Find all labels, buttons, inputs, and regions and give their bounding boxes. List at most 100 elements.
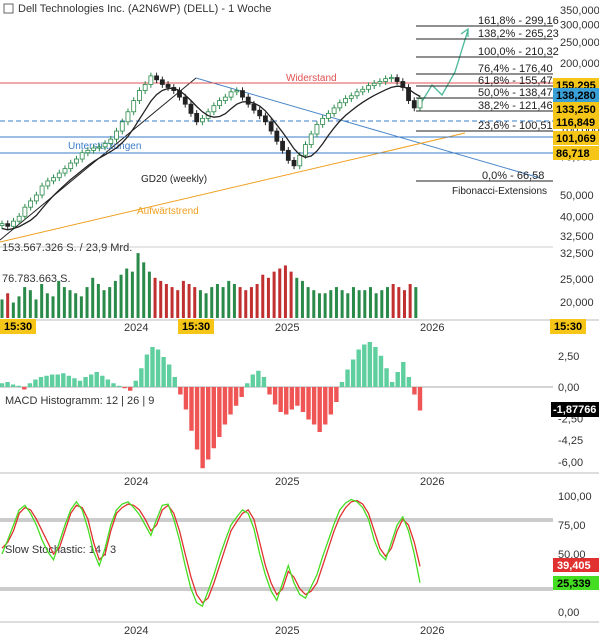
macd-bar: [278, 387, 283, 412]
volume-bar: [391, 284, 395, 318]
macd-bar: [144, 354, 150, 387]
volume-bar: [374, 293, 378, 318]
candle-body: [33, 194, 39, 202]
macd-bar: [289, 387, 295, 410]
volume-bar: [142, 262, 146, 318]
volume-bar: [334, 287, 338, 318]
volume-bar: [357, 290, 361, 318]
macd-bar: [10, 384, 16, 387]
candle-body: [308, 133, 314, 145]
stoch-tick-label: 0,00: [558, 607, 579, 619]
candle-body: [16, 215, 22, 222]
price-tick-label: 50,000: [560, 190, 594, 202]
price-badge-label: 138,280: [556, 90, 596, 102]
candle-body: [366, 85, 371, 90]
volume-bar: [159, 280, 163, 318]
macd-bar: [250, 374, 255, 387]
volume-bar: [261, 274, 265, 318]
candle-body: [102, 143, 108, 148]
macd-bar: [22, 387, 27, 390]
price-badge: [553, 146, 599, 160]
candle-body: [188, 103, 194, 114]
year-label-2025-mid: 2025: [275, 476, 299, 488]
fib-level-label: 76,4% - 176,40: [478, 63, 553, 75]
volume-bar: [397, 287, 401, 318]
candle-body: [343, 98, 348, 104]
candle-body: [28, 200, 34, 208]
macd-bar: [122, 387, 127, 389]
stoch-tick-label: 100,00: [558, 491, 592, 503]
candle-body: [257, 109, 263, 117]
volume-bar: [272, 271, 276, 318]
volume-bar: [40, 284, 44, 318]
macd-bar: [38, 377, 44, 387]
stoch-series-line: [1, 498, 421, 608]
macd-bar: [33, 379, 38, 387]
candle-body: [211, 105, 217, 113]
candle-body: [159, 79, 165, 85]
volume-bar: [346, 293, 350, 318]
volume-bar: [221, 287, 225, 318]
volume-bar: [363, 290, 367, 318]
ma-line: [1, 85, 421, 231]
candle-body: [96, 146, 102, 149]
volume-bar: [136, 253, 140, 318]
candle-body: [142, 84, 148, 91]
volume-bar: [28, 290, 32, 318]
fib-level-label: 61,8% - 155,47: [478, 75, 553, 87]
candle-body: [108, 138, 114, 144]
volume-bar: [0, 299, 4, 318]
macd-bar: [406, 377, 412, 387]
candle-body: [383, 78, 389, 82]
stoch-badge: [553, 558, 599, 572]
volume-bar: [147, 271, 151, 318]
price-badge: [553, 131, 599, 145]
price-badge: [553, 102, 599, 116]
volume-bar: [198, 290, 202, 318]
volume-bar: [329, 290, 333, 318]
downtrend-blue-line: [195, 77, 541, 179]
macd-bar: [49, 374, 55, 387]
macd-bar: [61, 373, 66, 387]
macd-tick-label: -4,25: [558, 435, 583, 447]
price-badge-label: 101,069: [556, 133, 596, 145]
macd-bar: [116, 385, 122, 387]
candle-body: [165, 84, 171, 88]
fib-level-label: 38,2% - 121,46: [478, 100, 553, 112]
collapse-icon[interactable]: [3, 3, 14, 14]
candle-body: [0, 223, 5, 226]
macd-bar: [384, 368, 389, 387]
candle-body: [268, 121, 274, 132]
macd-tick-label: 0,00: [558, 382, 579, 394]
candle-body: [377, 81, 383, 84]
shares-label: 153.567.326 S. / 23,9 Mrd.: [2, 242, 132, 254]
candle-body: [291, 159, 297, 167]
year-label-2025-bottom: 2025: [275, 625, 299, 637]
volume-bar: [91, 277, 95, 318]
trend-label: Aufwärtstrend: [137, 206, 199, 217]
volume-bar: [6, 293, 10, 318]
candle-body: [22, 206, 28, 217]
volume-bar: [402, 290, 406, 318]
macd-bar: [284, 387, 289, 415]
candle-body: [240, 90, 245, 98]
volume-bar: [102, 290, 106, 318]
macd-bar: [94, 372, 99, 387]
volume-bar: [17, 296, 21, 318]
year-label-2024-mid: 2024: [124, 476, 148, 488]
fib-level-label: 100,0% - 210,32: [478, 46, 559, 58]
macd-bar: [323, 387, 328, 425]
macd-bar: [111, 383, 116, 387]
volume-bar: [204, 293, 208, 318]
macd-bar: [401, 362, 406, 387]
candle-body: [56, 172, 62, 179]
year-label-2024-bottom: 2024: [124, 625, 148, 637]
volume-bar: [23, 287, 27, 318]
price-tick-label: 300,000: [560, 20, 599, 32]
candle-body: [114, 130, 119, 140]
stoch-series-line: [1, 499, 421, 604]
candle-body: [360, 88, 366, 93]
price-panel: [0, 246, 599, 321]
candle-body: [51, 177, 56, 182]
